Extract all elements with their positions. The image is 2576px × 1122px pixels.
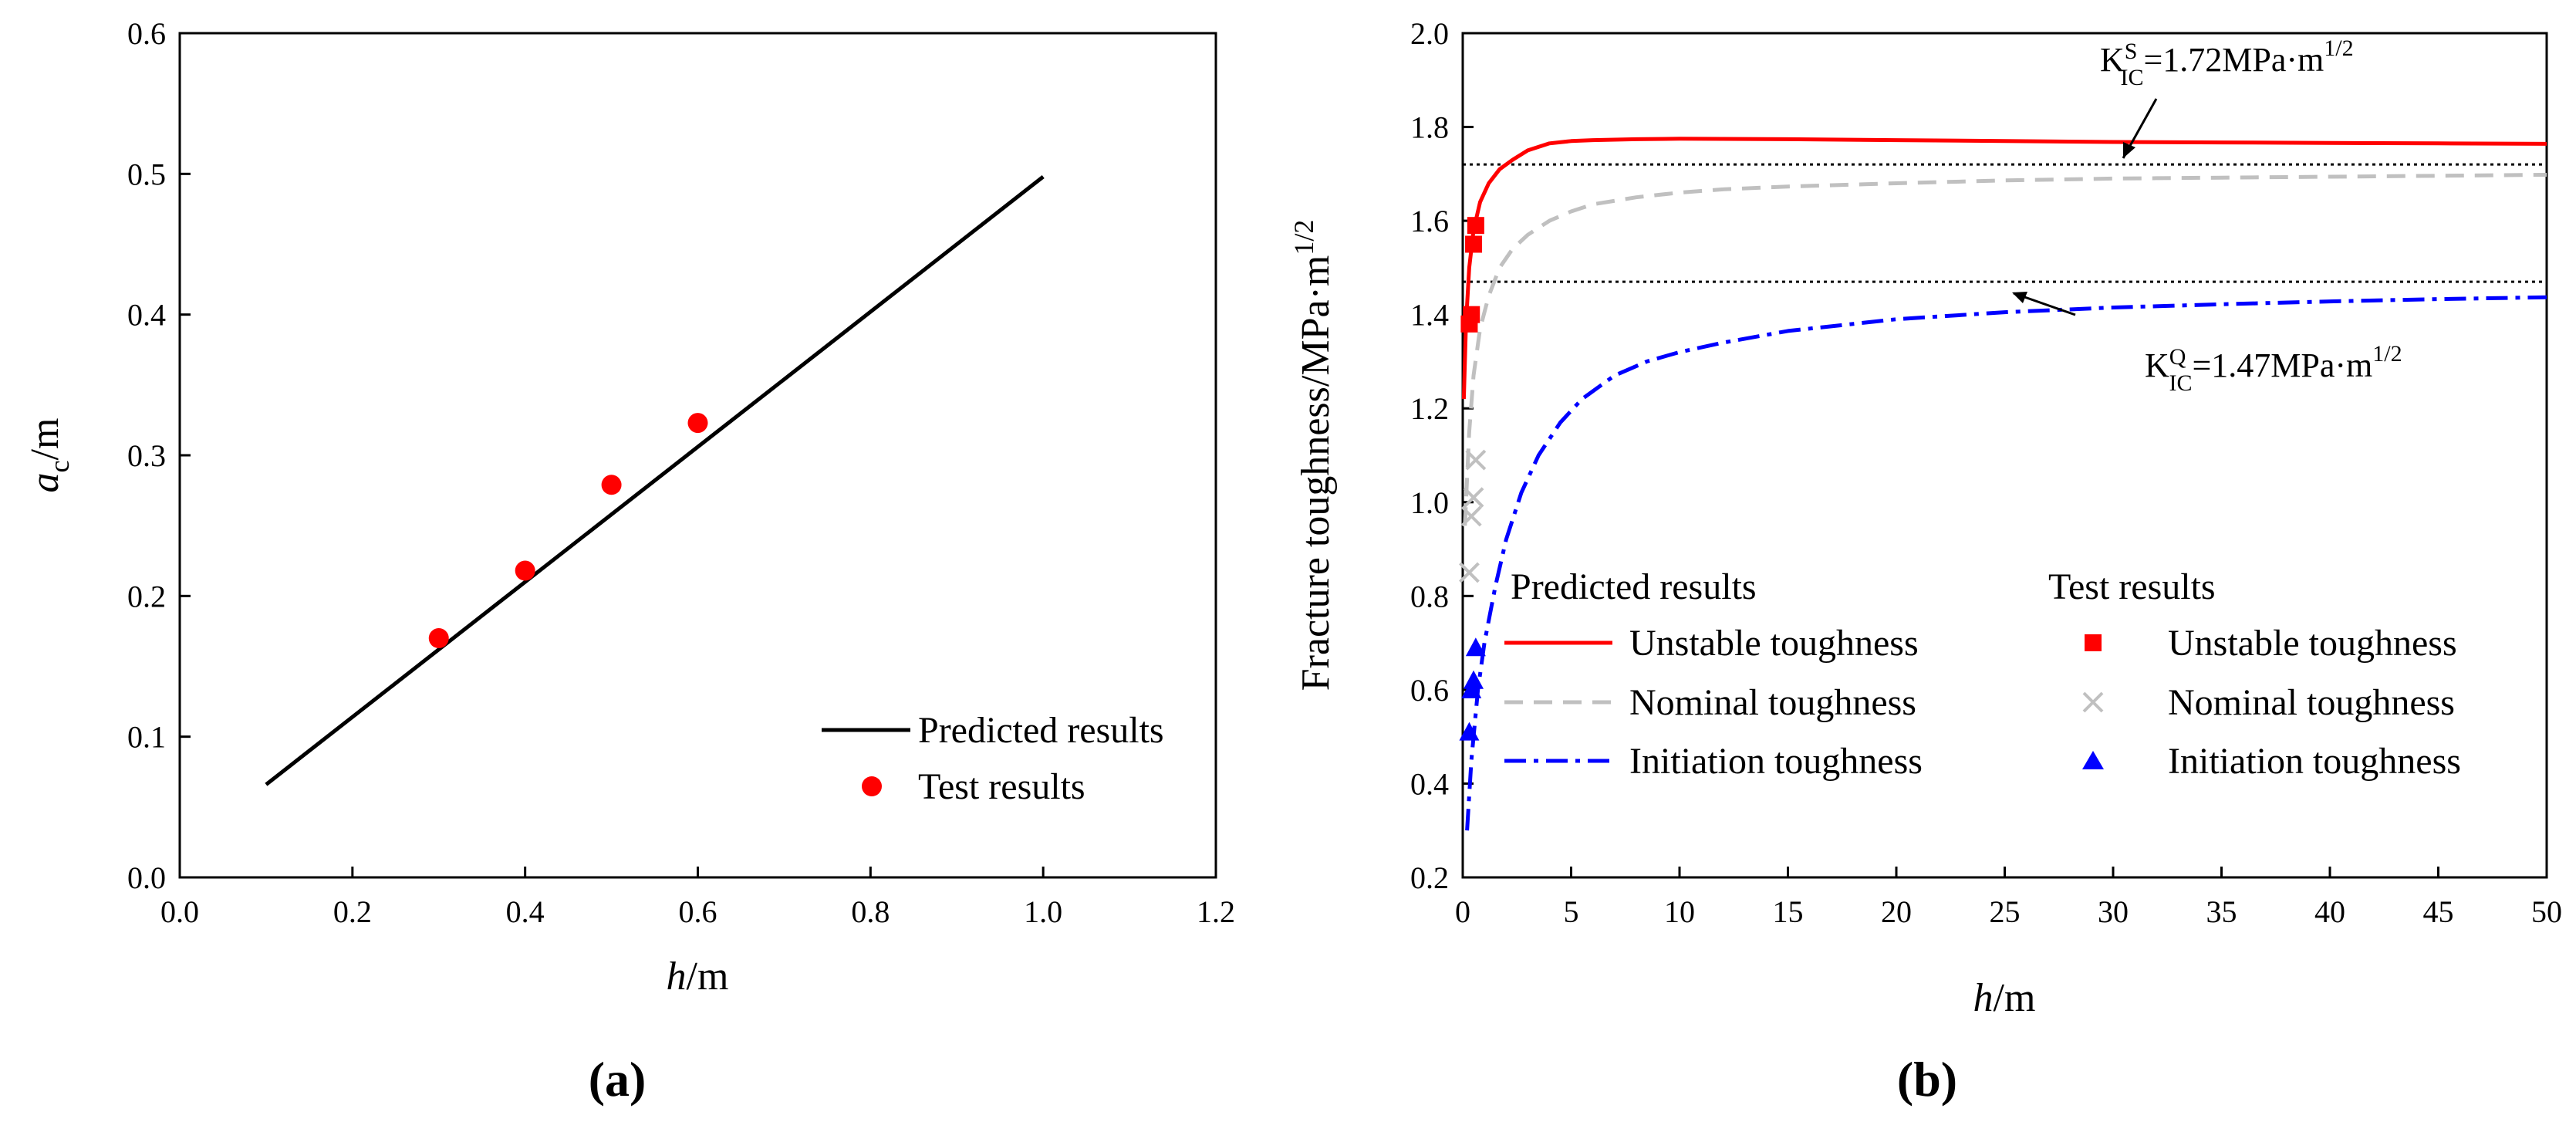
y-tick-label: 0.5 (127, 157, 166, 191)
x-tick-label: 10 (1664, 894, 1695, 929)
y-tick-label: 0.6 (127, 16, 166, 51)
data-point (1467, 217, 1484, 235)
legend-initiation-marker (2082, 751, 2104, 769)
y-tick-label: 1.4 (1410, 298, 1449, 333)
data-point (1461, 679, 1482, 698)
y-tick-label: 0.3 (127, 438, 166, 473)
legend-test-label: Test results (918, 766, 1085, 807)
panel-b-reference-lines (1463, 163, 2547, 283)
x-tick-label: 15 (1773, 894, 1804, 929)
legend-predicted-label: Predicted results (918, 710, 1164, 751)
data-point (428, 628, 449, 649)
legend-nominal-test-label: Nominal toughness (2168, 682, 2455, 723)
y-tick-label: 0.4 (1410, 766, 1449, 801)
panel-a-y-ticks: 0.0 0.1 0.2 0.3 0.4 0.5 0.6 (127, 16, 191, 895)
y-tick-label: 1.0 (1410, 485, 1449, 520)
panel-b-series (1459, 137, 2547, 831)
x-tick-label: 20 (1881, 894, 1912, 929)
x-tick-label: 45 (2423, 894, 2454, 929)
data-point (1459, 562, 1480, 583)
legend-initiation-test-label: Initiation toughness (2168, 741, 2461, 782)
y-tick-label: 1.2 (1410, 391, 1449, 426)
y-tick-label: 0.8 (1410, 579, 1449, 613)
data-point (601, 475, 622, 495)
panel-a-x-label: h/m (667, 955, 729, 999)
x-tick-label: 0.0 (160, 894, 199, 929)
panel-a: 0.0 0.2 0.4 0.6 0.8 1.0 1.2 0.0 0.1 0.2 0.3 0.4 0.5… (23, 16, 1235, 1107)
legend-nominal-marker (2082, 691, 2104, 713)
y-tick-label: 0.0 (127, 860, 166, 895)
x-tick-label: 0.6 (679, 894, 717, 929)
series-line (1465, 295, 2547, 831)
data-point (515, 560, 535, 581)
panel-a-series (265, 175, 1045, 786)
annotation-kic-q: KQ IC=1.47MPa·m1/2 (2012, 292, 2402, 396)
x-tick-label: 40 (2314, 894, 2345, 929)
data-point (687, 413, 708, 434)
panel-b-caption: (b) (1897, 1052, 1957, 1107)
legend-predicted-title: Predicted results (1511, 566, 1757, 607)
annotation-kic-q-arrowhead (2012, 292, 2027, 303)
data-point (1459, 722, 1480, 741)
data-point (1464, 670, 1484, 689)
y-tick-label: 0.6 (1410, 673, 1449, 708)
y-tick-label: 0.2 (127, 579, 166, 613)
legend-test-marker (862, 776, 882, 796)
annotation-kic-s-arrowhead (2123, 142, 2135, 158)
legend-nominal-predicted-label: Nominal toughness (1629, 682, 1916, 723)
x-tick-label: 25 (1990, 894, 2021, 929)
y-tick-label: 2.0 (1410, 16, 1449, 51)
panel-b-x-ticks: 0 5 10 15 20 25 30 35 40 45 50 (1455, 867, 2562, 929)
x-tick-label: 0.2 (333, 894, 372, 929)
x-tick-label: 0.8 (851, 894, 890, 929)
y-tick-label: 1.6 (1410, 204, 1449, 238)
annotation-kic-s: KS IC=1.72MPa·m1/2 (2100, 35, 2354, 159)
series-line (265, 175, 1045, 786)
data-point (1465, 637, 1486, 657)
panel-b-y-ticks: 0.2 0.4 0.6 0.8 1.0 1.2 1.4 1.6 1.8 2.0 (1410, 16, 1474, 895)
x-tick-label: 5 (1564, 894, 1579, 929)
legend-unstable-predicted-label: Unstable toughness (1629, 623, 1919, 664)
panel-b-x-label: h/m (1973, 976, 2036, 1020)
data-point (1465, 449, 1487, 471)
x-tick-label: 1.0 (1024, 894, 1062, 929)
legend-test-title: Test results (2048, 566, 2216, 607)
x-tick-label: 35 (2206, 894, 2237, 929)
panel-b-y-label: Fracture toughness/MPa·m1/2 (1288, 220, 1338, 691)
panel-b-legend: Predicted results Test results Unstable … (1504, 566, 2461, 782)
y-tick-label: 0.1 (127, 720, 166, 755)
data-point (1465, 235, 1483, 253)
data-point (1463, 306, 1480, 323)
x-tick-label: 50 (2531, 894, 2562, 929)
series-line (1463, 173, 2547, 526)
legend-initiation-predicted-label: Initiation toughness (1629, 741, 1923, 782)
data-point (1460, 505, 1482, 527)
y-tick-label: 1.8 (1410, 110, 1449, 145)
panel-a-x-ticks: 0.0 0.2 0.4 0.6 0.8 1.0 1.2 (160, 867, 1235, 929)
legend-unstable-test-label: Unstable toughness (2168, 623, 2457, 664)
series-line (1461, 137, 2547, 400)
x-tick-label: 0 (1455, 894, 1470, 929)
data-point (1463, 487, 1484, 509)
panel-a-y-label: ac/m (23, 418, 75, 493)
x-tick-label: 30 (2098, 894, 2129, 929)
panel-b: 0 5 10 15 20 25 30 35 40 45 50 0.2 0.4 0.6 0.8 1.0 1.2 1… (1288, 16, 2562, 1107)
legend-unstable-marker (2085, 634, 2102, 651)
y-tick-label: 0.4 (127, 298, 166, 333)
panel-a-caption: (a) (589, 1052, 647, 1107)
panel-a-legend: Predicted results Test results (822, 710, 1164, 807)
y-tick-label: 0.2 (1410, 860, 1449, 895)
x-tick-label: 1.2 (1197, 894, 1235, 929)
x-tick-label: 0.4 (506, 894, 545, 929)
